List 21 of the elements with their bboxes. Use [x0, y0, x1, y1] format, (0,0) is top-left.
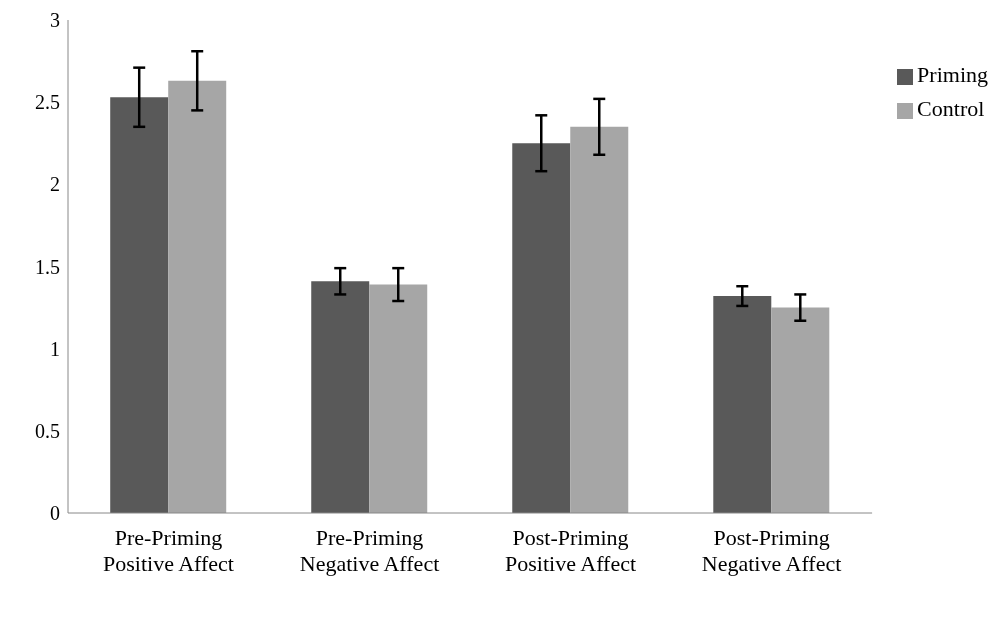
bar [168, 80, 227, 513]
y-tick-label: 2.5 [35, 91, 60, 114]
legend-label: Control [917, 96, 985, 121]
legend-label: Priming [917, 62, 988, 87]
bar [570, 126, 629, 513]
x-tick-label: Pre-Priming Negative Affect [299, 525, 440, 576]
y-tick-label: 0 [50, 502, 60, 525]
y-tick-label: 0.5 [35, 419, 60, 442]
bar [512, 143, 571, 513]
y-tick-label: 1 [50, 337, 60, 360]
bar [311, 281, 370, 513]
bar [110, 97, 169, 513]
y-tick-label: 2 [50, 173, 60, 196]
bar [771, 307, 830, 513]
x-tick-label: Pre-Priming Positive Affect [103, 525, 234, 576]
bar [713, 296, 772, 513]
y-tick-label: 1.5 [35, 255, 60, 278]
y-tick-label: 3 [50, 9, 60, 32]
bar [369, 284, 428, 513]
x-tick-label: Post-Priming Negative Affect [701, 525, 842, 576]
x-tick-label: Post-Priming Positive Affect [505, 525, 637, 576]
